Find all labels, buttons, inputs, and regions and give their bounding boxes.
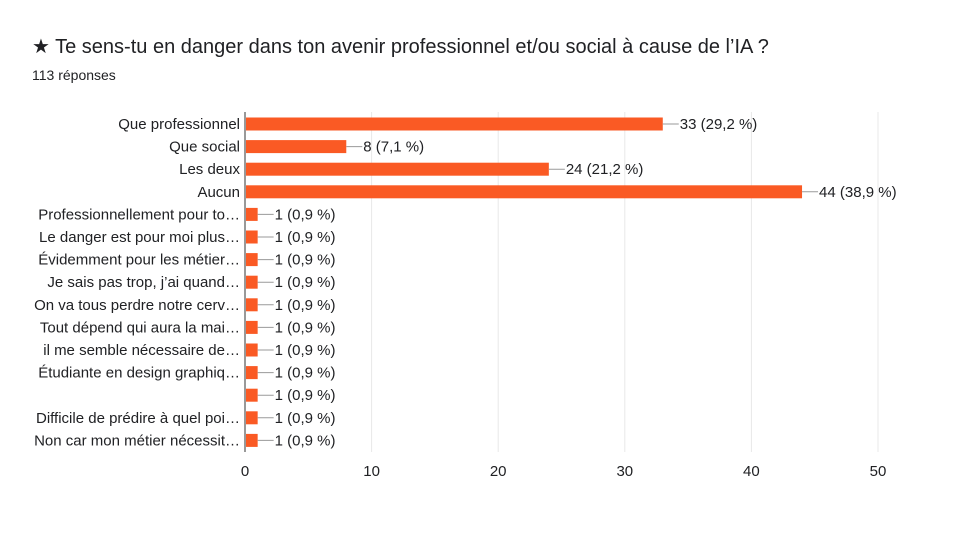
- x-tick-label: 30: [616, 463, 633, 480]
- bar: [246, 343, 258, 357]
- data-label: 33 (29,2 %): [680, 116, 758, 133]
- data-label: 1 (0,9 %): [275, 229, 336, 246]
- category-label: Les deux: [179, 161, 240, 178]
- data-label: 8 (7,1 %): [363, 139, 424, 156]
- category-label: Aucun: [197, 184, 240, 201]
- category-label: Difficile de prédire à quel poi…: [36, 410, 240, 427]
- data-label: 1 (0,9 %): [275, 206, 336, 223]
- bar: [246, 275, 258, 289]
- category-label: il me semble nécessaire de…: [43, 342, 240, 359]
- category-label: Je sais pas trop, j’ai quand…: [47, 274, 240, 291]
- data-label: 1 (0,9 %): [275, 410, 336, 427]
- bar: [246, 117, 663, 131]
- response-count: 113 réponses: [32, 67, 116, 83]
- data-label: 1 (0,9 %): [275, 297, 336, 314]
- bar: [246, 433, 258, 447]
- data-label: 1 (0,9 %): [275, 252, 336, 269]
- category-label: Que professionnel: [118, 116, 240, 133]
- data-label: 1 (0,9 %): [275, 432, 336, 449]
- category-label: On va tous perdre notre cerv…: [34, 297, 240, 314]
- data-label: 44 (38,9 %): [819, 184, 897, 201]
- bar: [246, 320, 258, 334]
- bar: [246, 298, 258, 312]
- x-tick-label: 10: [363, 463, 380, 480]
- x-tick-label: 0: [241, 463, 249, 480]
- category-label: Évidemment pour les métier…: [38, 252, 240, 269]
- data-label: 1 (0,9 %): [275, 365, 336, 382]
- category-label: Non car mon métier nécessit…: [34, 432, 240, 449]
- category-label: Que social: [169, 139, 240, 156]
- bar: [246, 140, 347, 154]
- bar: [246, 162, 549, 176]
- x-tick-label: 40: [743, 463, 760, 480]
- category-label: Le danger est pour moi plus…: [39, 229, 240, 246]
- x-tick-label: 20: [490, 463, 507, 480]
- data-label: 24 (21,2 %): [566, 161, 644, 178]
- bar: [246, 253, 258, 267]
- bar: [246, 207, 258, 221]
- chart-title: ★ Te sens-tu en danger dans ton avenir p…: [32, 36, 769, 58]
- category-label: Professionnellement pour to…: [38, 206, 240, 223]
- data-label: 1 (0,9 %): [275, 342, 336, 359]
- category-label: Tout dépend qui aura la mai…: [40, 319, 240, 336]
- data-label: 1 (0,9 %): [275, 387, 336, 404]
- data-label: 1 (0,9 %): [275, 319, 336, 336]
- bar: [246, 185, 803, 199]
- category-label: Étudiante en design graphiq…: [38, 365, 240, 382]
- bar: [246, 411, 258, 425]
- bar: [246, 366, 258, 380]
- bar: [246, 230, 258, 244]
- bar: [246, 388, 258, 402]
- x-tick-label: 50: [870, 463, 887, 480]
- data-label: 1 (0,9 %): [275, 274, 336, 291]
